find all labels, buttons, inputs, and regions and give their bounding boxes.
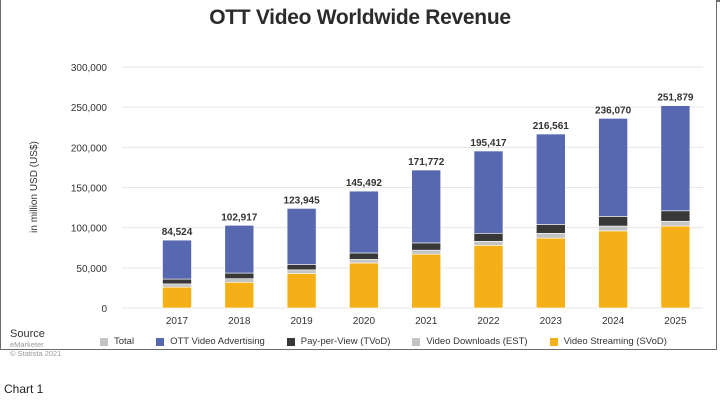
- bar-segment: [411, 169, 442, 244]
- x-tick-label: 2021: [415, 316, 438, 327]
- total-data-label: 171,772: [408, 157, 445, 168]
- bar-segment: [349, 262, 379, 309]
- bar-segment: [411, 253, 442, 309]
- source-heading: Source: [10, 328, 45, 340]
- total-data-label: 84,524: [162, 227, 193, 238]
- legend-swatch: [100, 337, 108, 346]
- bar-segment: [162, 283, 192, 288]
- bar-segment: [411, 249, 442, 255]
- bar-segment: [411, 242, 442, 251]
- bar-segment: [598, 118, 628, 217]
- bar-segment: [535, 232, 566, 239]
- x-tick-label: 2020: [353, 316, 376, 327]
- legend-item: Pay-per-View (TVoD): [286, 336, 391, 347]
- bar-segment: [162, 239, 192, 280]
- total-data-label: 216,561: [533, 121, 570, 132]
- x-tick-label: 2019: [290, 316, 313, 327]
- total-data-label: 236,070: [595, 105, 632, 116]
- bar-segment: [535, 237, 566, 309]
- legend-item: Video Streaming (SVoD): [549, 336, 667, 347]
- bar-segment: [535, 133, 566, 225]
- total-data-label: 123,945: [284, 195, 321, 206]
- bar-segment: [598, 230, 628, 309]
- bar-segment: [224, 281, 255, 309]
- x-tick-label: 2024: [602, 316, 625, 327]
- bar-segment: [598, 216, 628, 227]
- bar-segment: [660, 225, 691, 309]
- chart-legend: Total OTT Video Advertising Pay-per-View (…: [100, 336, 689, 347]
- bar-segment: [286, 269, 317, 274]
- bar-segment: [286, 273, 317, 309]
- x-tick-label: 2023: [540, 316, 563, 327]
- bar-segment: [660, 105, 691, 212]
- y-tick-label: 200,000: [71, 143, 108, 154]
- legend-item: Total: [100, 336, 134, 347]
- bar-segment: [349, 252, 379, 260]
- total-data-label: 251,879: [657, 93, 694, 104]
- bar-segment: [349, 259, 379, 264]
- bar-segment: [660, 210, 691, 222]
- source-block: Source eMarketer © Statista 2021: [10, 328, 61, 358]
- figure-caption: Chart 1: [4, 382, 44, 396]
- legend-item: Video Downloads (EST): [412, 336, 528, 347]
- bar-segment: [224, 225, 255, 274]
- y-tick-label: 100,000: [71, 224, 108, 235]
- bar-segment: [535, 224, 566, 234]
- bar-segment: [473, 241, 504, 246]
- bar-segment: [286, 208, 317, 265]
- bar-segment: [162, 286, 192, 309]
- y-axis-label: in million USD (US$): [29, 141, 40, 233]
- legend-label: OTT Video Advertising: [170, 336, 265, 347]
- bar-segment: [598, 225, 628, 232]
- bar-segment: [473, 150, 504, 234]
- total-data-label: 145,492: [346, 178, 383, 189]
- bar-segment: [224, 272, 255, 279]
- source-line-2: © Statista 2021: [10, 349, 62, 358]
- chart-title: OTT Video Worldwide Revenue: [209, 6, 511, 29]
- legend-swatch: [156, 337, 165, 346]
- y-tick-label: 300,000: [71, 63, 108, 74]
- y-tick-label: 250,000: [71, 103, 108, 114]
- legend-item: OTT Video Advertising: [156, 336, 265, 347]
- bar-segment: [162, 278, 192, 285]
- y-tick-label: 50,000: [76, 264, 107, 275]
- total-data-label: 102,917: [221, 212, 258, 223]
- legend-swatch: [549, 337, 558, 346]
- chart-plot: 0 50,000 100,000 150,000 200,000 250,000 300,0…: [29, 63, 703, 327]
- bar-segment: [224, 278, 255, 283]
- x-tick-label: 2017: [166, 316, 189, 327]
- x-tick-label: 2025: [664, 316, 687, 327]
- legend-label: Total: [114, 336, 135, 347]
- bar-segment: [473, 245, 504, 309]
- x-tick-label: 2018: [228, 316, 251, 327]
- legend-label: Pay-per-View (TVoD): [300, 336, 391, 347]
- bar-segment: [349, 190, 379, 254]
- source-line-1: eMarketer: [10, 340, 44, 349]
- x-tick-label: 2022: [477, 316, 500, 327]
- bar-segment: [286, 264, 317, 271]
- legend-swatch: [286, 337, 295, 346]
- legend-label: Video Streaming (SVoD): [563, 336, 667, 347]
- bar-segment: [473, 232, 504, 242]
- y-tick-label: 0: [101, 304, 107, 315]
- legend-label: Video Downloads (EST): [426, 336, 528, 347]
- y-tick-label: 150,000: [71, 184, 108, 195]
- total-data-label: 195,417: [470, 138, 507, 149]
- bar-segment: [660, 220, 691, 227]
- legend-swatch: [412, 337, 421, 346]
